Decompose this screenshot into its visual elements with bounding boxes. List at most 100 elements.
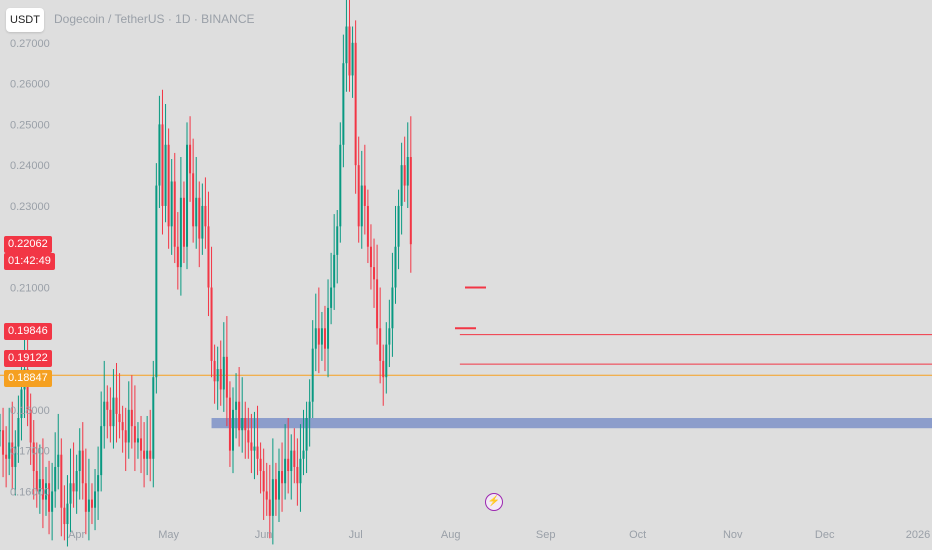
candle-body bbox=[250, 442, 253, 451]
candle-body bbox=[149, 450, 152, 459]
candle-body bbox=[333, 254, 336, 288]
y-tick-label: 0.27000 bbox=[10, 38, 50, 50]
candle-body bbox=[41, 479, 44, 500]
candle-body bbox=[94, 491, 97, 508]
candle-body bbox=[225, 356, 228, 398]
candle-body bbox=[32, 442, 35, 472]
candle-body bbox=[210, 287, 213, 361]
candle-body bbox=[204, 205, 207, 227]
y-tick-label: 0.17000 bbox=[10, 446, 50, 458]
candle-body bbox=[382, 360, 385, 378]
x-tick-label: May bbox=[158, 529, 179, 541]
candle-body bbox=[219, 369, 222, 390]
candle-body bbox=[146, 450, 149, 459]
candle-body bbox=[305, 418, 308, 451]
candle-body bbox=[302, 450, 305, 459]
candle-body bbox=[259, 458, 262, 472]
x-tick-label: Oct bbox=[629, 529, 646, 541]
candle-body bbox=[155, 185, 158, 378]
candle-body bbox=[366, 205, 369, 247]
candle-body bbox=[72, 483, 75, 492]
candle-body bbox=[397, 205, 400, 247]
candle-body bbox=[216, 369, 219, 382]
candle-body bbox=[127, 409, 130, 443]
y-tick-label: 0.26000 bbox=[10, 79, 50, 91]
candle-body bbox=[299, 458, 302, 484]
candle-body bbox=[140, 438, 143, 451]
candle-body bbox=[253, 446, 256, 451]
candle-body bbox=[274, 479, 277, 500]
candle-body bbox=[351, 42, 354, 76]
candle-body bbox=[360, 185, 363, 227]
candle-body bbox=[26, 369, 29, 410]
candle-body bbox=[281, 471, 284, 484]
candle-body bbox=[109, 409, 112, 427]
x-tick-label: Jun bbox=[255, 529, 273, 541]
candle-body bbox=[112, 397, 115, 427]
candle-body bbox=[228, 397, 231, 451]
candle-body bbox=[189, 144, 192, 174]
candle-body bbox=[152, 377, 155, 459]
support-zone bbox=[211, 418, 932, 429]
candle-body bbox=[241, 418, 244, 431]
candle-body bbox=[308, 401, 311, 419]
candle-body bbox=[192, 173, 195, 227]
candle-body bbox=[320, 328, 323, 345]
candle-body bbox=[182, 197, 185, 247]
candle-body bbox=[296, 466, 299, 484]
candle-body bbox=[54, 466, 57, 492]
candle-body bbox=[222, 356, 225, 390]
candle-body bbox=[330, 287, 333, 308]
candle-body bbox=[342, 63, 345, 145]
candle-body bbox=[262, 471, 265, 492]
candle-body bbox=[176, 246, 179, 268]
candle-body bbox=[29, 409, 32, 443]
candle-body bbox=[238, 401, 241, 431]
currency-selector[interactable]: USDT bbox=[6, 8, 44, 32]
candle-body bbox=[244, 418, 247, 431]
flash-icon[interactable]: ⚡ bbox=[485, 493, 503, 511]
candle-body bbox=[100, 426, 103, 476]
candle-body bbox=[327, 307, 330, 349]
candle-body bbox=[409, 157, 412, 245]
candle-body bbox=[385, 344, 388, 378]
candle-body bbox=[179, 197, 182, 268]
y-tick-label: 0.16000 bbox=[10, 486, 50, 498]
x-tick-label: Apr bbox=[68, 529, 85, 541]
candle-body bbox=[232, 409, 234, 451]
x-tick-label: 2026 bbox=[906, 529, 930, 541]
candle-body bbox=[35, 471, 38, 492]
candle-body bbox=[106, 401, 109, 410]
candle-body bbox=[394, 246, 397, 288]
candle-body bbox=[75, 471, 78, 492]
candle-body bbox=[186, 144, 189, 247]
candle-body bbox=[314, 328, 317, 349]
candle-body bbox=[51, 491, 54, 512]
candle-body bbox=[17, 418, 20, 447]
candle-body bbox=[256, 446, 259, 459]
y-tick-label: 0.25000 bbox=[10, 119, 50, 131]
x-tick-label: Nov bbox=[723, 529, 743, 541]
candle-body bbox=[363, 185, 366, 206]
x-tick-label: Dec bbox=[815, 529, 835, 541]
candle-body bbox=[63, 507, 66, 525]
candle-body bbox=[198, 197, 201, 239]
candle-body bbox=[247, 430, 250, 443]
candle-body bbox=[277, 471, 280, 500]
candle-body bbox=[173, 181, 176, 247]
candle-body bbox=[11, 442, 14, 467]
candle-body bbox=[268, 499, 271, 516]
candle-body bbox=[317, 328, 320, 345]
price-level-badge-3: 0.18847 bbox=[4, 370, 52, 387]
candle-body bbox=[293, 450, 296, 467]
y-tick-label: 0.23000 bbox=[10, 201, 50, 213]
candle-body bbox=[164, 144, 167, 206]
candle-body bbox=[348, 26, 351, 76]
candle-body bbox=[158, 124, 161, 186]
candle-body bbox=[124, 430, 127, 443]
candle-body bbox=[81, 450, 84, 484]
candle-body bbox=[369, 246, 372, 268]
candle-body bbox=[403, 165, 406, 186]
candle-body bbox=[271, 479, 274, 516]
